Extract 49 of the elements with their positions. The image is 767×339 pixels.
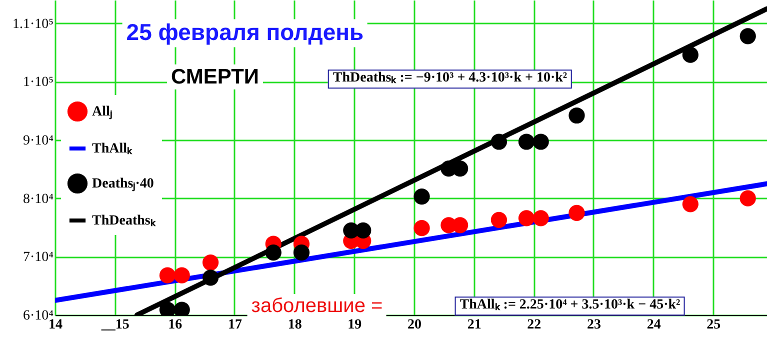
annotation: заболевшие = (247, 294, 387, 318)
x-tick-label: 23 (586, 318, 601, 332)
x-tick-label: 16 (168, 318, 182, 332)
annotation: СМЕРТИ (166, 64, 264, 90)
text: 25 февраля полдень (122, 19, 368, 47)
legend-label: ThDeathsₖ (92, 214, 156, 228)
point (174, 267, 190, 284)
point (682, 196, 698, 212)
point (490, 212, 508, 228)
point (518, 210, 535, 226)
point (452, 160, 468, 177)
annotation: ThAllₖ := 2.25·10⁴ + 3.5·10³·k − 45·k² (454, 296, 686, 316)
legend-label: Allⱼ (92, 104, 112, 120)
x-tick-label: 24 (646, 318, 661, 332)
x-tick-label: 22 (527, 318, 542, 332)
x-tick-label: __15 (100, 318, 130, 332)
point (740, 28, 756, 44)
y-tick-label: 1·10⁵ (22, 75, 54, 90)
point (293, 244, 310, 261)
y-tick-label: 1.1·10⁵ (12, 16, 54, 32)
point (202, 270, 219, 286)
point (414, 220, 430, 236)
x-tick-label: 18 (288, 318, 302, 332)
point (568, 204, 585, 221)
point (414, 188, 430, 205)
annotation: ThDeathsₖ := −9·10³ + 4.3·10³·k + 10·k² (328, 70, 572, 88)
point (682, 46, 698, 63)
point (740, 190, 756, 206)
point (452, 217, 468, 234)
y-tick-label: 8·10⁴ (22, 192, 54, 207)
point (265, 244, 282, 261)
point (490, 134, 508, 150)
x-tick-label: 17 (228, 318, 242, 332)
point (202, 254, 219, 271)
legend-label: ThAllₖ (92, 142, 134, 156)
x-tick-label: 25 (706, 318, 721, 332)
point (568, 107, 585, 124)
x-tick-label: 14 (48, 318, 62, 332)
x-tick-label: 19 (348, 318, 362, 332)
point (532, 210, 549, 226)
point (355, 222, 372, 238)
x-tick-label: 21 (467, 318, 482, 332)
y-tick-label: 9·10⁴ (22, 134, 54, 148)
x-tick-label: 20 (407, 318, 422, 332)
legend-label: Deathsⱼ·40 (92, 176, 154, 192)
y-tick-label: 7·10⁴ (22, 250, 54, 266)
point (532, 134, 549, 150)
point (518, 134, 535, 150)
point (159, 267, 176, 284)
